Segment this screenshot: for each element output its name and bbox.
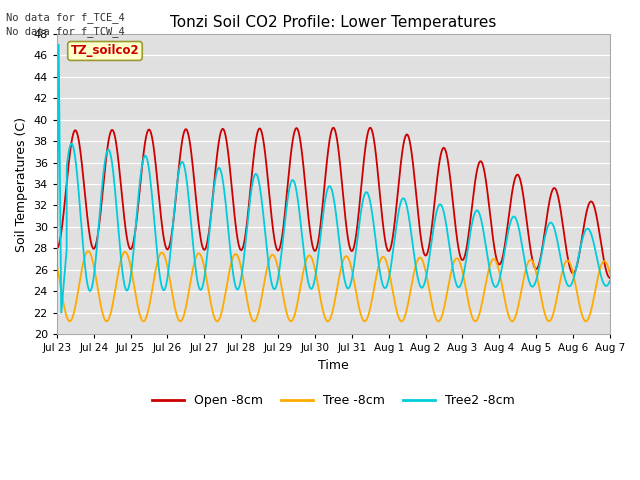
Title: Tonzi Soil CO2 Profile: Lower Temperatures: Tonzi Soil CO2 Profile: Lower Temperatur… [170,15,497,30]
Text: No data for f_TCE_4
No data for f_TCW_4: No data for f_TCE_4 No data for f_TCW_4 [6,12,125,37]
Y-axis label: Soil Temperatures (C): Soil Temperatures (C) [15,117,28,252]
X-axis label: Time: Time [318,359,349,372]
Text: TZ_soilco2: TZ_soilco2 [70,45,140,58]
Legend: Open -8cm, Tree -8cm, Tree2 -8cm: Open -8cm, Tree -8cm, Tree2 -8cm [147,389,519,412]
